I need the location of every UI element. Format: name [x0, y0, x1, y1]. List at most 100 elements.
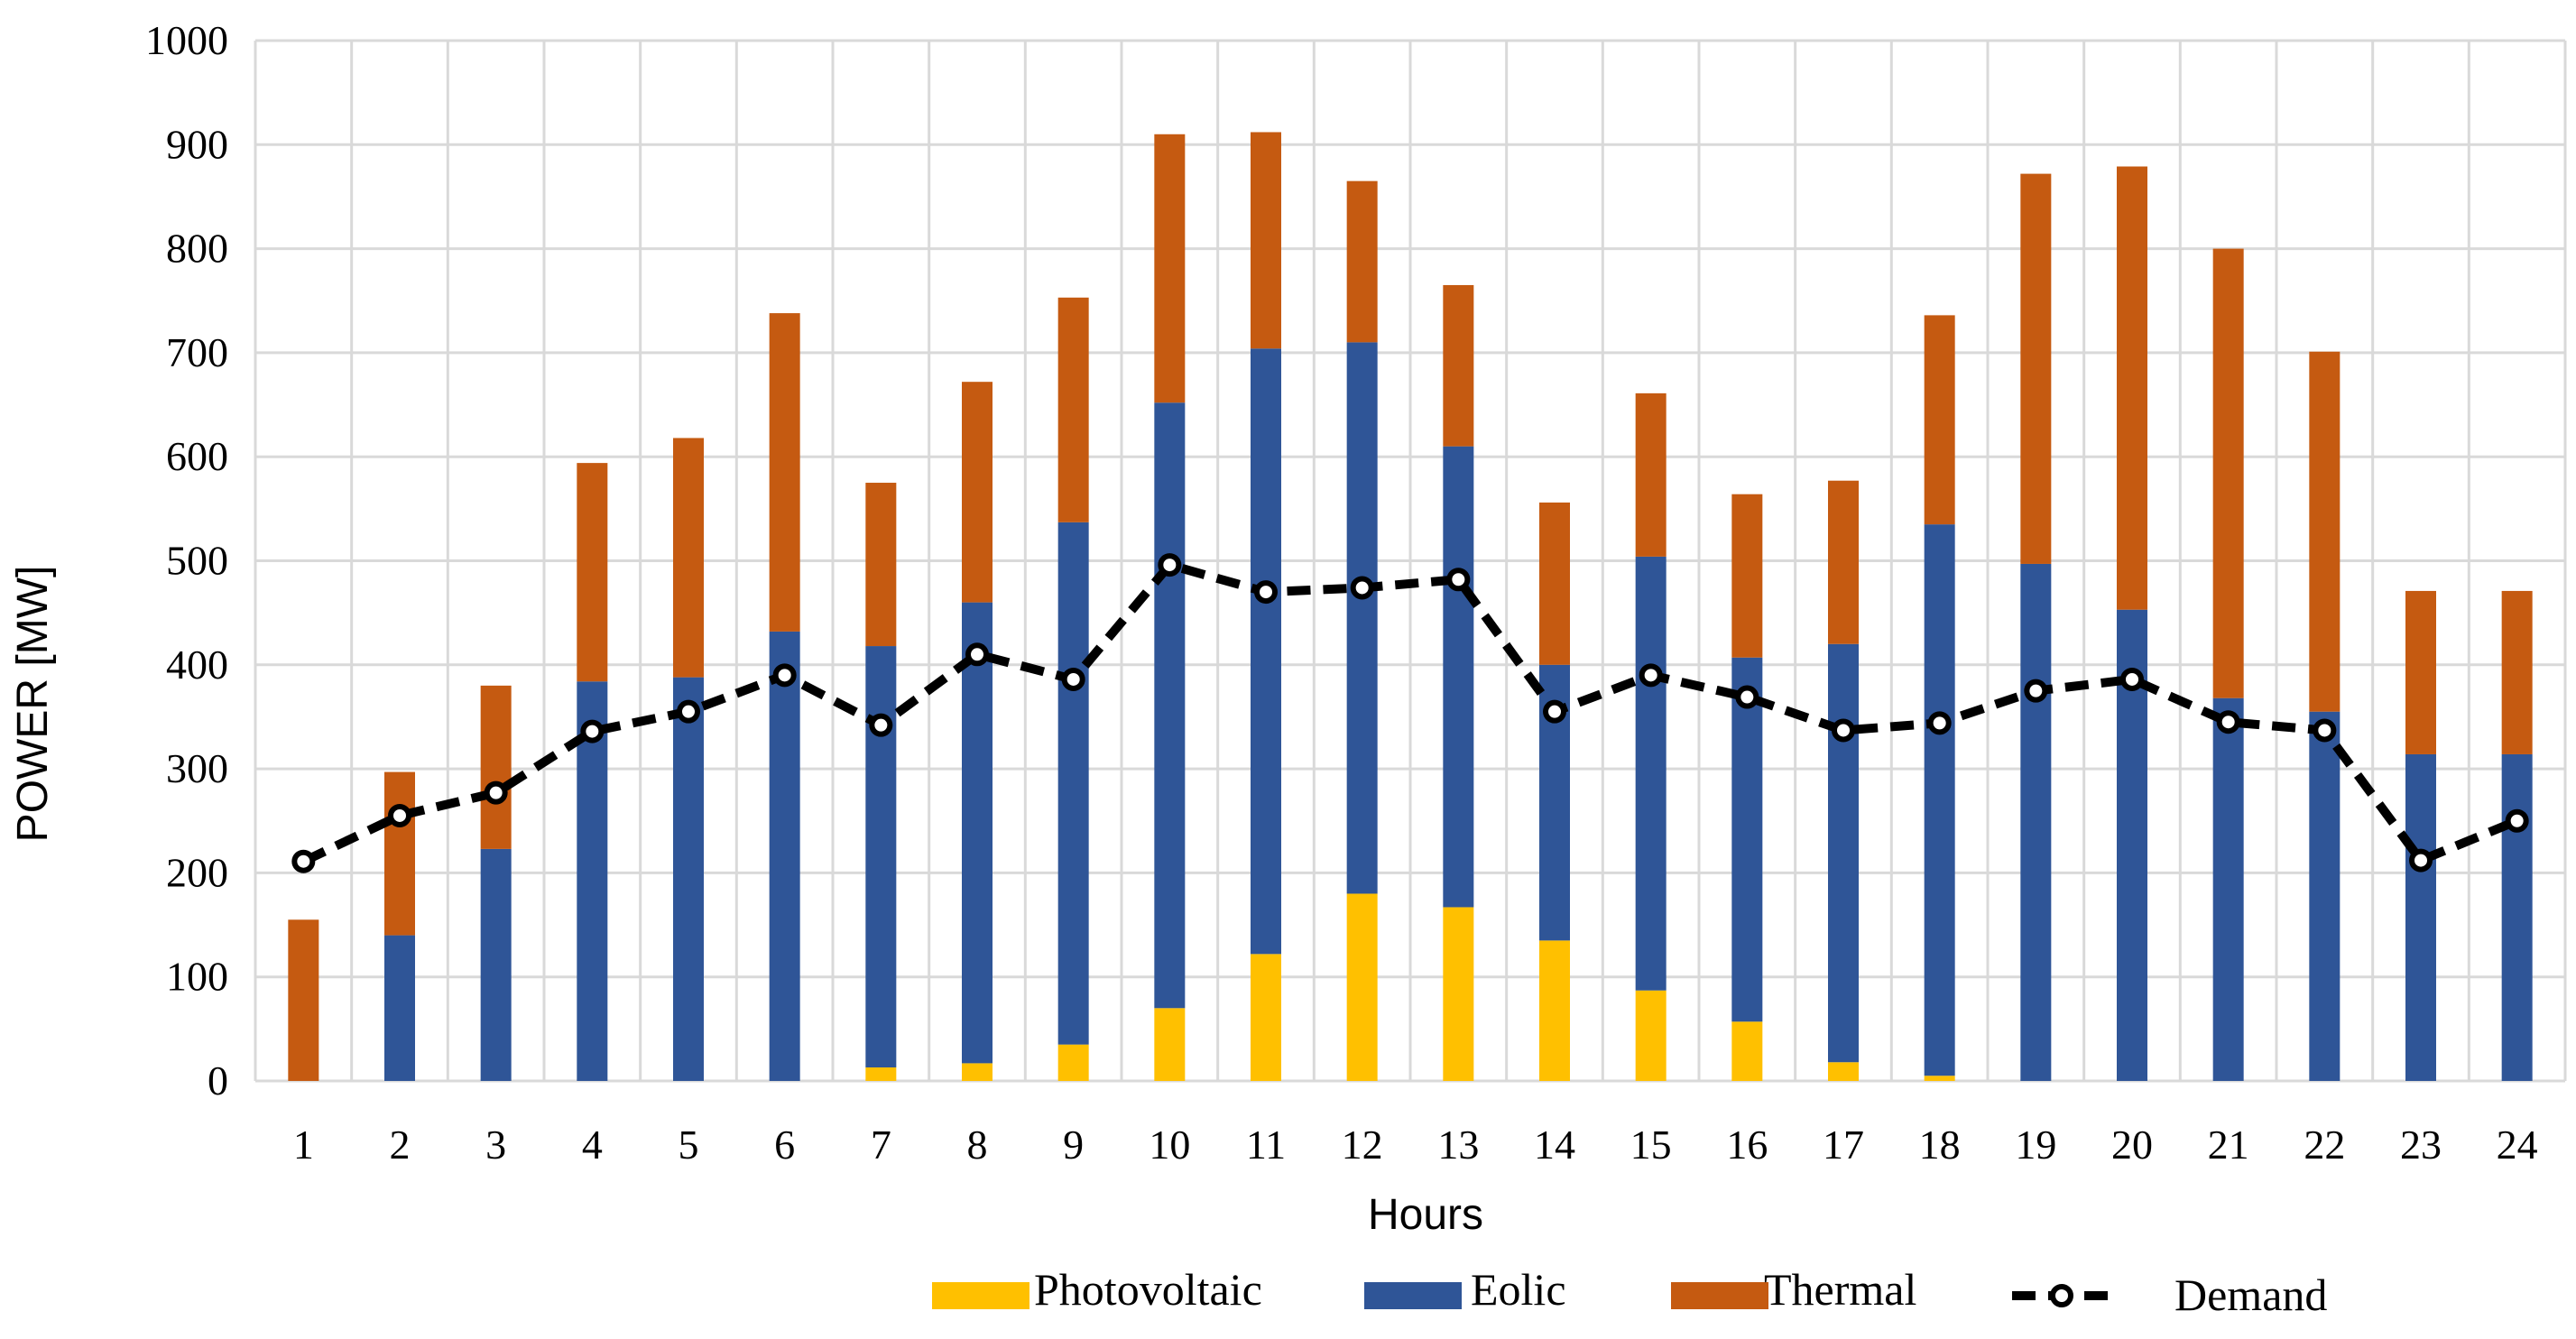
- demand-point-12: [1350, 576, 1374, 600]
- legend: Photovoltaic Eolic Thermal Demand: [932, 1264, 2327, 1320]
- bar-thermal-21: [2212, 248, 2244, 698]
- bar-photovoltaic-18: [1924, 1076, 1955, 1081]
- legend-swatch-eolic: [1364, 1282, 1462, 1309]
- x-tick-label: 3: [485, 1122, 506, 1168]
- legend-label-thermal: Thermal: [1764, 1264, 1916, 1315]
- y-tick-label: 800: [166, 226, 228, 272]
- y-tick-label: 400: [166, 642, 228, 688]
- legend-swatch-thermal: [1671, 1282, 1768, 1309]
- x-tick-label: 19: [2015, 1122, 2056, 1168]
- bar-eolic-4: [577, 681, 608, 1081]
- bar-thermal-1: [288, 919, 319, 1081]
- bar-eolic-10: [1154, 402, 1186, 1009]
- bar-thermal-15: [1635, 392, 1667, 557]
- demand-point-19: [2024, 679, 2048, 703]
- bar-eolic-3: [480, 848, 512, 1081]
- bar-eolic-19: [2020, 563, 2052, 1081]
- demand-point-15: [1639, 663, 1663, 688]
- bar-thermal-8: [962, 382, 993, 603]
- bar-eolic-8: [962, 602, 993, 1064]
- y-axis-title: POWER [MW]: [9, 566, 57, 843]
- demand-point-14: [1543, 699, 1566, 724]
- bar-photovoltaic-16: [1731, 1021, 1763, 1081]
- x-tick-label: 14: [1534, 1122, 1575, 1168]
- bar-thermal-24: [2501, 590, 2533, 754]
- x-tick-label: 11: [1246, 1122, 1286, 1168]
- demand-point-18: [1927, 711, 1952, 735]
- bar-eolic-22: [2309, 711, 2341, 1081]
- y-tick-label: 0: [208, 1057, 228, 1104]
- demand-point-11: [1254, 580, 1278, 605]
- y-tick-label: 900: [166, 121, 228, 167]
- bar-photovoltaic-7: [865, 1067, 897, 1081]
- y-tick-label: 1000: [145, 17, 228, 63]
- x-tick-label: 4: [582, 1122, 603, 1168]
- demand-point-21: [2216, 710, 2240, 734]
- x-tick-label: 7: [871, 1122, 891, 1168]
- bar-eolic-23: [2405, 753, 2436, 1081]
- demand-point-3: [484, 780, 508, 805]
- demand-point-20: [2120, 667, 2144, 691]
- y-tick-label: 100: [166, 954, 228, 1000]
- bar-thermal-5: [673, 438, 704, 678]
- bar-thermal-14: [1539, 502, 1570, 665]
- x-tick-label: 10: [1149, 1122, 1190, 1168]
- bar-photovoltaic-10: [1154, 1008, 1186, 1081]
- x-tick-label: 16: [1726, 1122, 1768, 1168]
- bar-thermal-9: [1057, 297, 1089, 522]
- x-tick-label: 18: [1919, 1122, 1961, 1168]
- demand-point-17: [1832, 718, 1855, 743]
- bar-eolic-5: [673, 677, 704, 1081]
- bar-photovoltaic-14: [1539, 940, 1570, 1081]
- bar-eolic-21: [2212, 697, 2244, 1081]
- x-tick-label: 2: [390, 1122, 411, 1168]
- x-tick-label: 6: [774, 1122, 795, 1168]
- bar-thermal-23: [2405, 590, 2436, 754]
- x-axis-title: Hours: [1368, 1191, 1483, 1239]
- demand-line: [291, 553, 2529, 873]
- demand-point-9: [1061, 667, 1085, 691]
- bar-eolic-2: [384, 935, 415, 1081]
- bar-thermal-20: [2117, 166, 2147, 610]
- bar-thermal-7: [865, 483, 897, 647]
- bar-photovoltaic-8: [962, 1063, 993, 1081]
- bar-thermal-13: [1443, 284, 1474, 447]
- x-tick-label: 8: [967, 1122, 988, 1168]
- bar-eolic-13: [1443, 446, 1474, 908]
- x-tick-label: 15: [1630, 1122, 1672, 1168]
- bar-eolic-11: [1251, 348, 1281, 955]
- demand-point-4: [580, 719, 605, 743]
- demand-point-16: [1735, 685, 1759, 709]
- bar-thermal-16: [1731, 494, 1763, 658]
- bar-eolic-12: [1346, 342, 1378, 894]
- bar-thermal-12: [1346, 180, 1378, 343]
- bar-photovoltaic-12: [1346, 893, 1378, 1081]
- bar-thermal-2: [384, 771, 415, 936]
- bar-photovoltaic-13: [1443, 907, 1474, 1081]
- demand-point-7: [869, 713, 893, 737]
- x-tick-label: 12: [1342, 1122, 1383, 1168]
- bar-thermal-3: [480, 685, 512, 849]
- y-tick-label: 300: [166, 745, 228, 791]
- bar-eolic-7: [865, 646, 897, 1068]
- demand-point-6: [772, 663, 797, 688]
- x-tick-label: 13: [1437, 1122, 1479, 1168]
- x-tick-label: 24: [2497, 1122, 2538, 1168]
- bar-photovoltaic-15: [1635, 990, 1667, 1081]
- x-tick-label: 5: [679, 1122, 699, 1168]
- x-axis-ticks: 1 2 3 4 5 6 7 8 9 10 11 12 13 14 15 16 17 18 19 20 21 22 23 24: [293, 1122, 2538, 1168]
- x-tick-label: 20: [2111, 1122, 2153, 1168]
- bar-thermal-19: [2020, 173, 2052, 564]
- bar-thermal-4: [577, 463, 608, 682]
- demand-point-23: [2409, 848, 2433, 873]
- bar-thermal-11: [1251, 132, 1281, 349]
- demand-point-8: [965, 642, 989, 667]
- demand-line-path: [301, 560, 2519, 866]
- legend-marker-demand: [2050, 1284, 2073, 1307]
- demand-point-1: [291, 849, 316, 873]
- x-tick-label: 21: [2208, 1122, 2249, 1168]
- y-axis-ticks: 0 100 200 300 400 500 600 700 800 900 1000: [145, 17, 228, 1104]
- bar-eolic-18: [1924, 524, 1955, 1076]
- bar-thermal-17: [1828, 480, 1859, 644]
